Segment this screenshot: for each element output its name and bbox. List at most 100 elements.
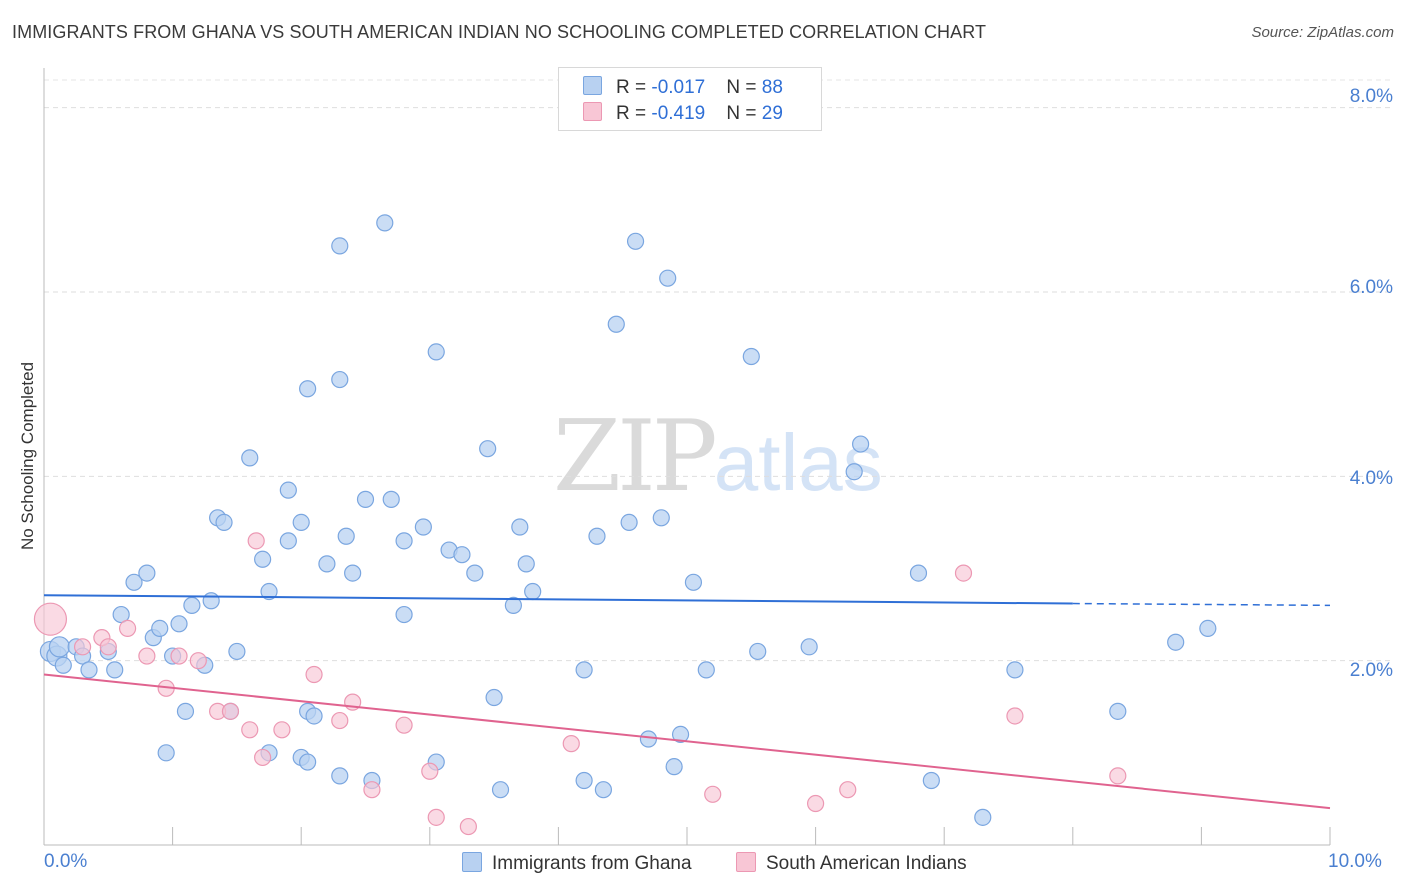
south-american-indian-point	[241, 721, 259, 739]
ghana-point	[241, 449, 259, 467]
ghana-point	[305, 707, 323, 725]
south-american-indian-point	[704, 785, 722, 803]
south-american-indian-point	[839, 781, 857, 799]
south-american-indian-point	[363, 781, 381, 799]
ghana-point	[697, 661, 715, 679]
chart-title: IMMIGRANTS FROM GHANA VS SOUTH AMERICAN …	[12, 22, 987, 42]
south-american-indian-point	[99, 638, 117, 656]
x-tick-label: 0.0%	[44, 851, 88, 872]
south-american-indian-point	[73, 638, 92, 656]
y-tick-label: 4.0%	[1349, 468, 1393, 489]
south-american-indian-point	[395, 716, 413, 734]
watermark-atlas: atlas	[713, 418, 883, 507]
south-american-indian-point	[954, 564, 973, 582]
ghana-point	[665, 758, 683, 776]
ghana-point	[466, 564, 484, 582]
ghana-point	[845, 463, 863, 481]
legend-n-label: N =	[726, 103, 762, 124]
ghana-point	[684, 573, 703, 591]
south-american-indian-point	[806, 794, 825, 813]
ghana-point	[1199, 619, 1217, 638]
ghana-point	[112, 605, 130, 624]
ghana-point	[215, 513, 233, 532]
y-tick-label: 8.0%	[1349, 86, 1393, 107]
ghana-point	[491, 781, 510, 799]
ghana-point	[749, 642, 767, 661]
legend-n-value: 88	[761, 77, 783, 98]
ghana-point	[852, 435, 870, 453]
ghana-point	[279, 481, 297, 499]
ghana-point	[279, 532, 297, 550]
watermark: ZIPatlas	[553, 400, 883, 514]
ghana-point	[176, 702, 195, 720]
south-american-indian-trend-line	[43, 673, 1331, 810]
south-american-indian-point	[427, 808, 445, 826]
south-american-indian-point	[421, 762, 439, 780]
ghana-trend-extension	[1072, 602, 1331, 607]
ghana-point	[395, 532, 413, 550]
south-american-indian-point	[331, 711, 349, 730]
ghana-point	[376, 214, 394, 232]
series-legend-ghana: Immigrants from Ghana	[462, 852, 692, 875]
ghana-point	[485, 688, 503, 707]
series-legend-south-american-indians: South American Indians	[736, 852, 967, 875]
ghana-point	[1109, 702, 1127, 720]
ghana-point	[479, 440, 497, 458]
ghana-point	[626, 232, 645, 250]
south-american-indian-point	[170, 647, 188, 665]
south-american-indian-point	[305, 665, 323, 684]
ghana-point	[125, 573, 143, 591]
ghana-point	[260, 582, 278, 601]
source-label: Source: ZipAtlas.com	[1251, 24, 1394, 41]
south-american-indian-point	[1109, 767, 1127, 785]
ghana-point	[170, 615, 188, 633]
ghana-trend-line	[43, 594, 1073, 605]
legend-swatch-pink	[736, 852, 756, 872]
south-american-indian-point	[247, 532, 265, 550]
ghana-point	[594, 781, 613, 799]
ghana-point	[524, 582, 542, 601]
ghana-point	[427, 343, 445, 361]
ghana-point	[318, 555, 336, 573]
ghana-point	[511, 518, 529, 536]
legend-row-blue: R = -0.017 N = 88	[583, 76, 783, 99]
ghana-point	[54, 656, 72, 674]
x-tick-label: 10.0%	[1328, 851, 1382, 872]
legend-r-label: R =	[616, 77, 652, 98]
ghana-point	[575, 771, 593, 790]
y-axis-label: No Schooling Completed	[18, 361, 37, 551]
ghana-point	[299, 380, 317, 398]
south-american-indian-point	[189, 652, 207, 670]
ghana-point	[517, 555, 535, 573]
south-american-indian-point	[562, 735, 580, 753]
ghana-point	[620, 513, 638, 532]
ghana-point	[48, 636, 71, 658]
ghana-point	[138, 564, 156, 582]
ghana-point	[607, 315, 625, 333]
ghana-point	[909, 564, 928, 582]
south-american-indian-point	[459, 817, 477, 836]
ghana-point	[356, 490, 375, 508]
ghana-point	[1006, 661, 1024, 679]
ghana-point	[588, 527, 606, 545]
y-tick-label: 2.0%	[1349, 660, 1393, 681]
south-american-indian-point	[273, 721, 291, 739]
ghana-point	[202, 592, 220, 610]
legend-n-value: 29	[761, 103, 783, 124]
legend-swatch-blue	[462, 852, 482, 872]
ghana-point	[671, 725, 690, 743]
ghana-point	[1167, 633, 1185, 651]
legend-label-ghana: Immigrants from Ghana	[492, 853, 692, 874]
ghana-point	[974, 808, 992, 826]
ghana-point	[453, 546, 471, 564]
ghana-point	[183, 596, 201, 614]
y-tick-label: 6.0%	[1349, 277, 1393, 298]
legend-swatch-pink	[583, 102, 602, 121]
ghana-point	[414, 518, 432, 536]
ghana-point	[382, 490, 400, 508]
correlation-legend: R = -0.017 N = 88 R = -0.419 N = 29	[558, 67, 822, 131]
legend-r-label: R =	[616, 103, 652, 124]
ghana-point	[106, 661, 124, 679]
ghana-point	[331, 370, 349, 389]
